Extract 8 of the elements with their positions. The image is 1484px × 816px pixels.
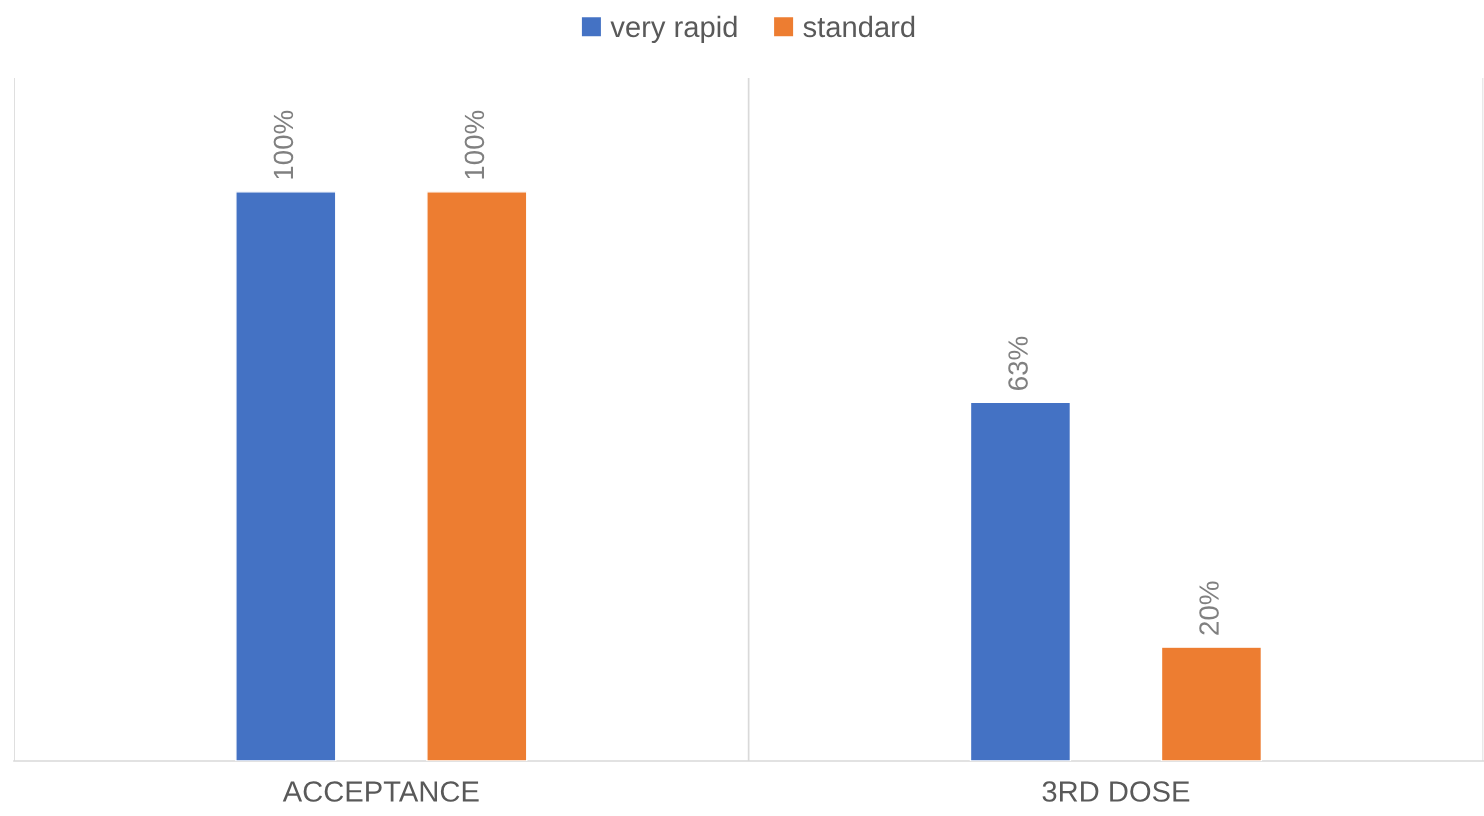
data-label: 100% xyxy=(273,110,294,179)
data-label: 20% xyxy=(1199,581,1219,635)
x-tick-label: ACCEPTANCE xyxy=(282,781,479,802)
legend-label: standard xyxy=(803,15,915,38)
data-label: 100% xyxy=(464,110,485,179)
legend-label: very rapid xyxy=(610,15,737,43)
x-tick-label: 3RD DOSE xyxy=(1042,781,1190,802)
data-label: 63% xyxy=(1008,336,1028,390)
